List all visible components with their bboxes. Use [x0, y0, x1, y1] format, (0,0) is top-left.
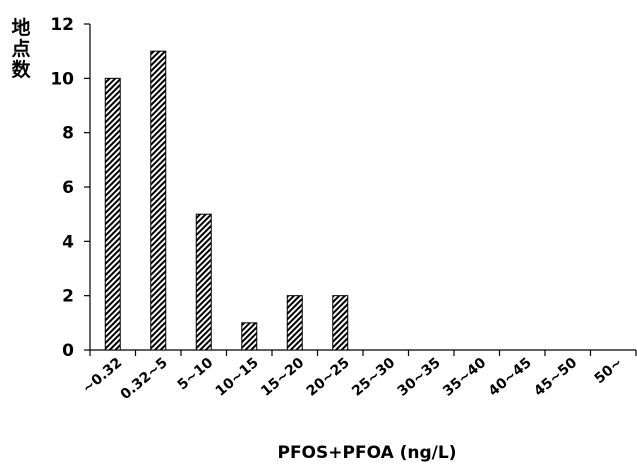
x-tick-label: 40~45	[486, 355, 535, 400]
y-tick-label: 8	[62, 124, 74, 144]
x-axis: ~0.320.32~5 5~1010~1515~2020~2525~3030~35…	[80, 349, 637, 403]
y-tick-label: 4	[62, 232, 74, 252]
bar-5~10	[195, 213, 212, 351]
bar-10~15	[241, 322, 258, 351]
x-tick-label: 0.32~5	[118, 355, 171, 403]
x-tick-label: 15~20	[258, 355, 307, 400]
x-tick-label: 10~15	[213, 355, 262, 400]
x-tick-label: 35~40	[440, 355, 489, 400]
x-tick-label: 5~10	[175, 355, 217, 394]
y-tick-label: 2	[62, 287, 74, 307]
x-tick-label: 30~35	[395, 355, 444, 400]
bar-15~20	[286, 295, 303, 351]
y-tick-label: 10	[50, 69, 74, 89]
bar-0.32~5	[150, 50, 167, 351]
bar-20~25	[332, 295, 349, 351]
x-axis-label: PFOS+PFOA (ng/L)	[277, 443, 456, 463]
bar-~0.32	[104, 77, 121, 351]
x-tick-label: 50~	[592, 355, 626, 387]
y-axis: 0 2 4 6 8 10 12	[50, 15, 91, 361]
y-tick-label: 6	[62, 178, 74, 198]
x-tick-label: 25~30	[349, 355, 398, 400]
bars	[104, 50, 349, 351]
x-tick-label: 45~50	[531, 355, 580, 400]
x-tick-label: 20~25	[304, 355, 353, 400]
svg-text:地点数: 地点数	[11, 16, 31, 81]
y-axis-label: 地点数	[11, 16, 31, 81]
y-tick-label: 0	[62, 341, 74, 361]
y-tick-label: 12	[50, 15, 74, 35]
